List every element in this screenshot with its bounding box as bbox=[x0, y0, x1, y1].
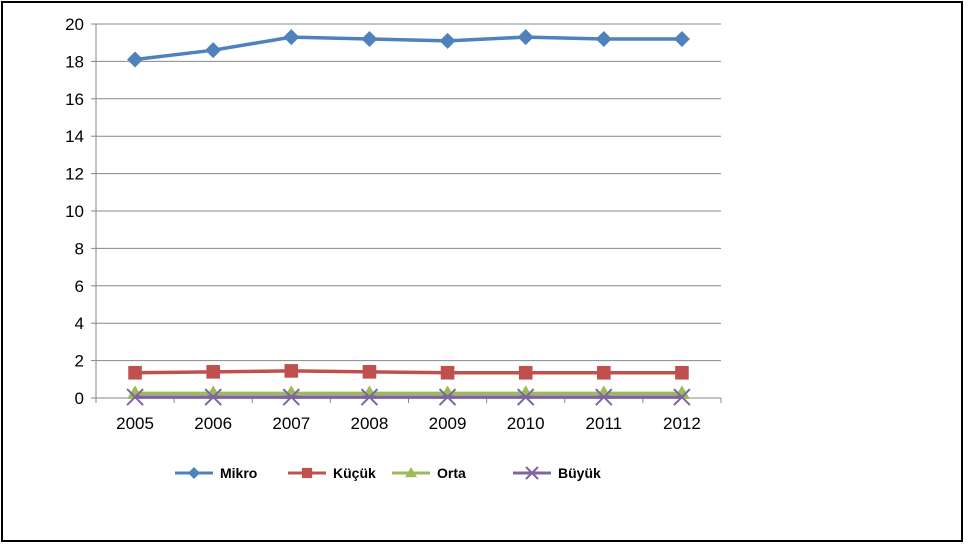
axes bbox=[91, 23, 722, 403]
data-point-square bbox=[284, 364, 299, 378]
y-tick-label: 6 bbox=[75, 277, 84, 296]
data-point-square bbox=[206, 365, 220, 379]
data-point-triangle bbox=[405, 467, 417, 478]
legend-label: Küçük bbox=[333, 465, 376, 481]
y-tick-label: 4 bbox=[75, 314, 84, 333]
series-group bbox=[126, 29, 691, 406]
data-point-diamond bbox=[205, 42, 222, 59]
legend: Mikro Küçük Orta Büyük bbox=[175, 465, 601, 481]
y-tick-labels: 0 2 4 6 8 10 12 14 16 18 20 bbox=[65, 15, 84, 408]
data-point-square bbox=[440, 365, 455, 380]
data-point-diamond bbox=[595, 30, 612, 47]
x-tick-label: 2007 bbox=[272, 414, 310, 433]
data-point-x bbox=[282, 388, 301, 406]
y-tick-label: 12 bbox=[65, 165, 84, 184]
legend-label: Mikro bbox=[220, 465, 257, 481]
x-tick-label: 2009 bbox=[429, 414, 467, 433]
legend-entry: Küçük bbox=[288, 465, 376, 481]
series-line bbox=[134, 35, 682, 62]
y-tick-label: 8 bbox=[75, 239, 84, 258]
series-line bbox=[135, 369, 682, 375]
x-tick-label: 2006 bbox=[194, 414, 232, 433]
data-point-diamond bbox=[188, 467, 200, 479]
series-1 bbox=[127, 29, 690, 68]
legend-entry: Büyük bbox=[513, 465, 601, 481]
y-tick-label: 20 bbox=[65, 15, 84, 34]
data-point-square bbox=[518, 365, 533, 380]
data-point-x bbox=[516, 388, 535, 406]
data-point-x bbox=[204, 388, 222, 406]
data-point-x bbox=[360, 388, 379, 406]
x-tick-label: 2011 bbox=[586, 414, 623, 433]
data-point-diamond bbox=[673, 30, 690, 47]
x-tick-label: 2012 bbox=[663, 414, 701, 433]
legend-label: Büyük bbox=[558, 465, 601, 481]
data-point-square bbox=[675, 365, 689, 380]
data-point-diamond bbox=[361, 30, 378, 47]
data-point-diamond bbox=[283, 29, 300, 46]
data-point-square bbox=[128, 365, 142, 380]
series-4 bbox=[126, 388, 691, 406]
data-point-x bbox=[126, 388, 144, 406]
data-point-diamond bbox=[127, 51, 144, 68]
data-point-square bbox=[597, 365, 611, 380]
x-tick-labels: 2005 2006 2007 2008 2009 2010 2011 2012 bbox=[116, 414, 701, 433]
gridlines bbox=[96, 23, 721, 362]
series-2 bbox=[128, 364, 689, 380]
data-point-square bbox=[362, 365, 377, 379]
data-point-x bbox=[595, 388, 613, 406]
data-point-square bbox=[301, 467, 313, 479]
legend-entry: Orta bbox=[392, 465, 466, 481]
data-point-x bbox=[525, 466, 539, 480]
x-tick-label: 2005 bbox=[116, 414, 154, 433]
data-point-x bbox=[673, 388, 691, 406]
y-tick-label: 16 bbox=[65, 90, 84, 109]
y-tick-label: 10 bbox=[65, 202, 84, 221]
x-tick-label: 2008 bbox=[351, 414, 389, 433]
y-tick-label: 2 bbox=[75, 352, 84, 371]
y-tick-label: 14 bbox=[65, 127, 84, 146]
y-tick-label: 0 bbox=[75, 389, 84, 408]
y-tick-label: 18 bbox=[65, 52, 84, 71]
x-tick-label: 2010 bbox=[507, 414, 545, 433]
data-point-diamond bbox=[517, 29, 534, 46]
legend-label: Orta bbox=[437, 465, 466, 481]
data-point-diamond bbox=[439, 32, 456, 49]
data-point-x bbox=[438, 388, 457, 406]
legend-entry: Mikro bbox=[175, 465, 257, 481]
